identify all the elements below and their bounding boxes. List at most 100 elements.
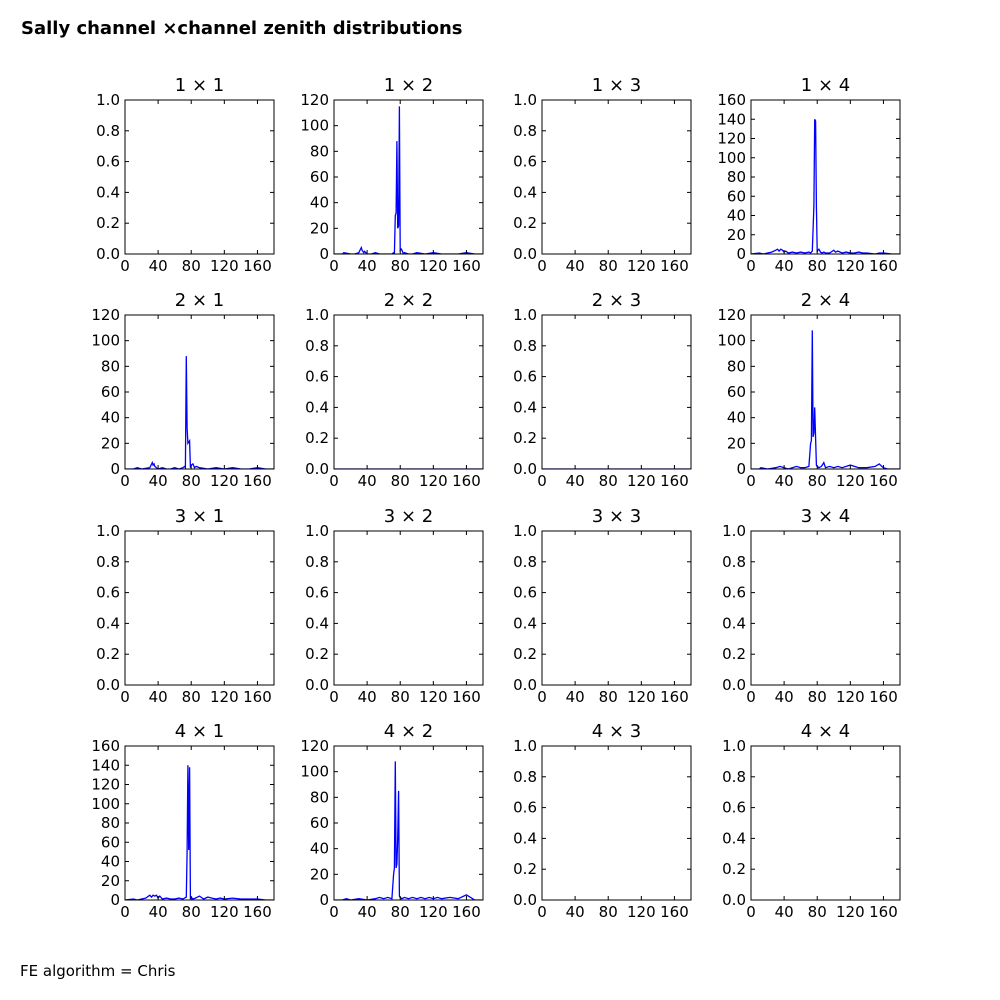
x-tick-label: 0 xyxy=(537,688,547,706)
axes-frame xyxy=(124,314,275,470)
subplot-title: 2 × 4 xyxy=(801,290,850,311)
subplot-title: 3 × 3 xyxy=(592,506,641,527)
y-tick-label: 60 xyxy=(101,833,120,851)
y-tick-label: 0.0 xyxy=(513,676,537,694)
y-tick-label: 0.4 xyxy=(305,614,329,632)
y-tick-label: 0.0 xyxy=(96,676,120,694)
y-tick-label: 0.0 xyxy=(513,460,537,478)
y-tick-label: 100 xyxy=(717,149,746,167)
x-tick-label: 40 xyxy=(358,472,377,490)
y-tick-label: 0.4 xyxy=(722,829,746,847)
y-tick-label: 0.4 xyxy=(96,614,120,632)
subplot-title: 4 × 2 xyxy=(384,721,433,742)
y-tick-label: 60 xyxy=(727,383,746,401)
y-tick-label: 0.6 xyxy=(513,799,537,817)
y-tick-label: 20 xyxy=(727,434,746,452)
y-tick-label: 80 xyxy=(101,814,120,832)
x-tick-label: 120 xyxy=(836,472,865,490)
y-tick-label: 0.6 xyxy=(722,584,746,602)
x-tick-label: 40 xyxy=(566,688,585,706)
y-tick-label: 140 xyxy=(91,756,120,774)
y-tick-label: 0.8 xyxy=(513,337,537,355)
subplot-title: 1 × 1 xyxy=(175,75,224,96)
axes-frame xyxy=(541,99,692,255)
y-tick-label: 0.2 xyxy=(513,860,537,878)
x-tick-label: 40 xyxy=(566,903,585,921)
y-tick-label: 0 xyxy=(110,891,120,909)
y-tick-label: 0.6 xyxy=(722,799,746,817)
x-tick-label: 120 xyxy=(627,903,656,921)
y-tick-label: 1.0 xyxy=(722,737,746,755)
x-tick-label: 160 xyxy=(660,472,689,490)
y-tick-label: 40 xyxy=(727,207,746,225)
subplot-title: 2 × 2 xyxy=(384,290,433,311)
x-tick-label: 160 xyxy=(660,257,689,275)
x-tick-label: 80 xyxy=(808,903,827,921)
y-tick-label: 0 xyxy=(736,245,746,263)
y-tick-label: 40 xyxy=(727,409,746,427)
subplot-title: 4 × 4 xyxy=(801,721,850,742)
y-tick-label: 1.0 xyxy=(96,91,120,109)
y-tick-label: 120 xyxy=(717,306,746,324)
footer-note: FE algorithm = Chris xyxy=(20,962,176,980)
y-tick-label: 0.8 xyxy=(96,553,120,571)
x-tick-label: 40 xyxy=(358,257,377,275)
y-tick-label: 0.0 xyxy=(305,676,329,694)
y-tick-label: 100 xyxy=(91,332,120,350)
y-tick-label: 0.2 xyxy=(96,645,120,663)
y-tick-label: 120 xyxy=(717,130,746,148)
y-tick-label: 0.0 xyxy=(513,891,537,909)
x-tick-label: 40 xyxy=(775,472,794,490)
y-tick-label: 80 xyxy=(310,788,329,806)
y-tick-label: 0.2 xyxy=(96,214,120,232)
series-line xyxy=(125,765,274,900)
y-tick-label: 80 xyxy=(727,357,746,375)
y-tick-label: 0.0 xyxy=(305,460,329,478)
subplot-3-1: 3 × 1 0 40 80 120 160 0.0 0.2 0.4 0.6 0.8 1.0 xyxy=(96,506,275,706)
subplot-4-3: 4 × 3 0 40 80 120 160 0.0 0.2 0.4 0.6 0.8 1.0 xyxy=(513,721,692,921)
x-tick-label: 80 xyxy=(599,688,618,706)
y-tick-label: 0.6 xyxy=(305,584,329,602)
x-tick-label: 0 xyxy=(120,903,130,921)
subplot-title: 4 × 3 xyxy=(592,721,641,742)
series-line xyxy=(751,119,900,254)
x-tick-label: 120 xyxy=(419,472,448,490)
x-tick-label: 160 xyxy=(660,688,689,706)
x-tick-label: 160 xyxy=(869,903,898,921)
x-tick-label: 0 xyxy=(746,257,756,275)
y-tick-label: 0.4 xyxy=(722,614,746,632)
x-tick-label: 40 xyxy=(775,903,794,921)
y-tick-label: 0.6 xyxy=(513,584,537,602)
y-tick-label: 100 xyxy=(300,117,329,135)
y-tick-label: 0.2 xyxy=(513,214,537,232)
y-tick-label: 0.2 xyxy=(305,645,329,663)
axes-frame xyxy=(333,530,484,686)
y-tick-label: 0.8 xyxy=(513,122,537,140)
subplot-title: 3 × 2 xyxy=(384,506,433,527)
y-tick-label: 120 xyxy=(91,306,120,324)
subplot-2-3: 2 × 3 0 40 80 120 160 0.0 0.2 0.4 0.6 0.8 1.0 xyxy=(513,290,692,490)
y-tick-label: 0.2 xyxy=(513,645,537,663)
x-tick-label: 80 xyxy=(391,472,410,490)
x-tick-label: 80 xyxy=(599,257,618,275)
x-tick-label: 160 xyxy=(869,472,898,490)
y-tick-label: 120 xyxy=(91,776,120,794)
y-tick-label: 0.6 xyxy=(513,153,537,171)
y-tick-label: 0 xyxy=(319,245,329,263)
y-tick-label: 0.6 xyxy=(305,368,329,386)
x-tick-label: 40 xyxy=(358,903,377,921)
x-tick-label: 80 xyxy=(391,688,410,706)
y-tick-label: 0.8 xyxy=(722,553,746,571)
x-tick-label: 0 xyxy=(537,257,547,275)
y-tick-label: 100 xyxy=(717,332,746,350)
y-tick-label: 80 xyxy=(727,168,746,186)
x-tick-label: 120 xyxy=(419,257,448,275)
axes-frame xyxy=(541,314,692,470)
y-tick-label: 0.8 xyxy=(513,768,537,786)
subplot-title: 4 × 1 xyxy=(175,721,224,742)
x-tick-label: 80 xyxy=(391,257,410,275)
x-tick-label: 40 xyxy=(149,903,168,921)
